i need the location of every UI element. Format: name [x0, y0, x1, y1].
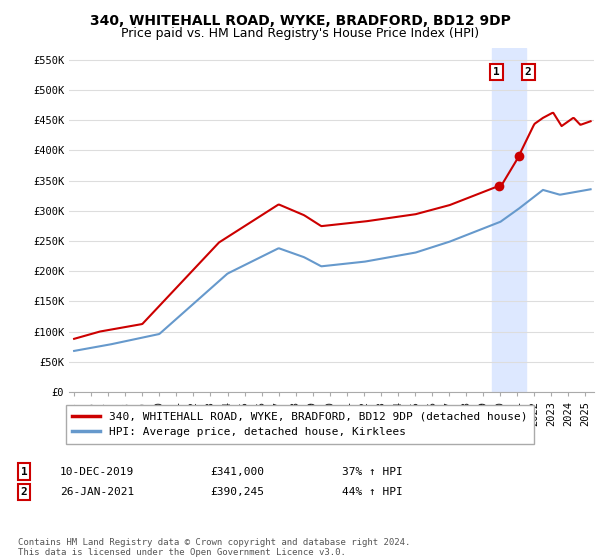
Legend: 340, WHITEHALL ROAD, WYKE, BRADFORD, BD12 9DP (detached house), HPI: Average pri: 340, WHITEHALL ROAD, WYKE, BRADFORD, BD1… — [66, 405, 534, 444]
Text: 44% ↑ HPI: 44% ↑ HPI — [342, 487, 403, 497]
Text: 37% ↑ HPI: 37% ↑ HPI — [342, 466, 403, 477]
Text: Contains HM Land Registry data © Crown copyright and database right 2024.
This d: Contains HM Land Registry data © Crown c… — [18, 538, 410, 557]
Text: 340, WHITEHALL ROAD, WYKE, BRADFORD, BD12 9DP: 340, WHITEHALL ROAD, WYKE, BRADFORD, BD1… — [89, 14, 511, 28]
Text: 2: 2 — [524, 67, 532, 77]
Text: 10-DEC-2019: 10-DEC-2019 — [60, 466, 134, 477]
Text: 2: 2 — [20, 487, 28, 497]
Text: 1: 1 — [20, 466, 28, 477]
Text: 26-JAN-2021: 26-JAN-2021 — [60, 487, 134, 497]
Text: 1: 1 — [493, 67, 500, 77]
Text: Price paid vs. HM Land Registry's House Price Index (HPI): Price paid vs. HM Land Registry's House … — [121, 27, 479, 40]
Text: £341,000: £341,000 — [210, 466, 264, 477]
Bar — [492, 48, 526, 392]
Text: £390,245: £390,245 — [210, 487, 264, 497]
